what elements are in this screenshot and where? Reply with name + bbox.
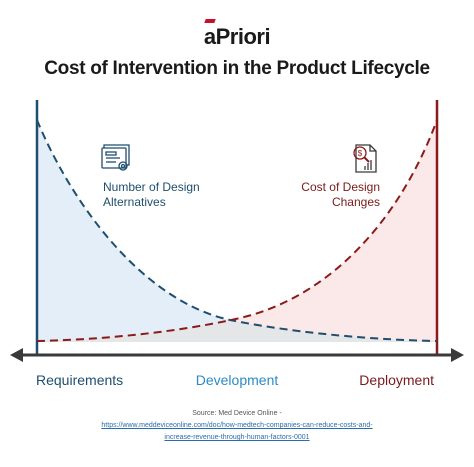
changes-curve: [36, 119, 438, 342]
design-changes-line2: Changes: [331, 195, 380, 209]
stage-requirements: Requirements: [36, 372, 124, 388]
document-settings-icon: [101, 144, 130, 171]
stage-deployment: Deployment: [359, 372, 434, 388]
cost-report-icon: [353, 144, 377, 173]
dollar-icon: $: [358, 149, 363, 158]
source-link-line1[interactable]: https://www.meddeviceonline.com/doc/how-…: [101, 422, 373, 429]
design-changes-label: Cost of Design Changes: [301, 180, 380, 210]
changes-area: [37, 120, 437, 342]
stage-development: Development: [195, 372, 279, 388]
source-link-line2[interactable]: increase-revenue-through-human-factors-0…: [164, 434, 310, 441]
source-label: Source: Med Device Online -: [192, 410, 282, 417]
design-changes-line1: Cost of Design: [301, 180, 380, 194]
alternatives-curve: [36, 119, 438, 342]
page-title: Cost of Intervention in the Product Life…: [44, 58, 430, 79]
logo: aPriori: [0, 24, 474, 50]
design-alternatives-line2: Alternatives: [103, 195, 166, 209]
alternatives-area: [37, 120, 437, 342]
right-arrowhead: [451, 348, 464, 362]
left-arrowhead: [10, 348, 23, 362]
source-citation: Source: Med Device Online - https://www.…: [0, 408, 474, 444]
design-alternatives-label: Number of Design Alternatives: [103, 180, 200, 210]
design-alternatives-line1: Number of Design: [103, 180, 200, 194]
logo-text: aPriori: [203, 24, 271, 49]
